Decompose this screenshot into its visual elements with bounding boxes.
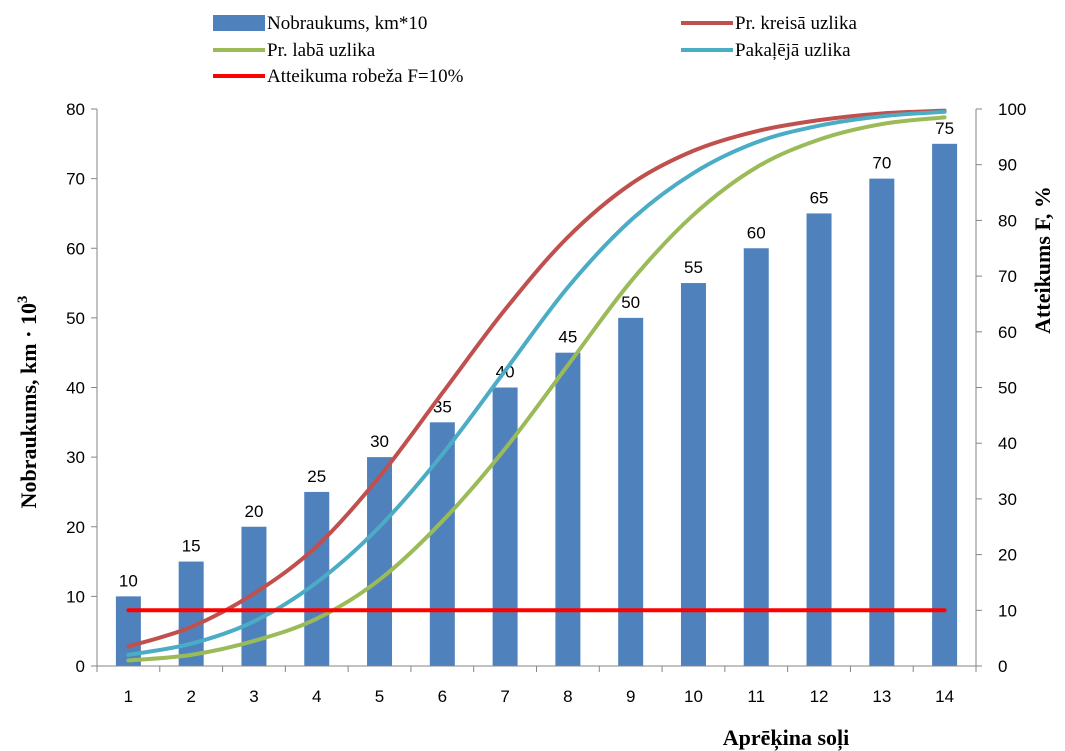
legend-item-2: Pr. kreisā uzlika — [681, 13, 857, 34]
bar-value-label-13: 70 — [872, 154, 891, 173]
bar-13 — [869, 178, 895, 666]
x-tick-label: 3 — [249, 687, 258, 706]
x-tick-label: 7 — [500, 687, 509, 706]
bar-7 — [492, 387, 518, 666]
bar-11 — [743, 248, 769, 666]
bar-value-label-14: 75 — [935, 119, 954, 138]
series-line-1 — [126, 108, 947, 649]
y2-tick-label: 100 — [998, 100, 1026, 119]
bar-value-label-8: 45 — [558, 328, 577, 347]
x-tick-label: 11 — [747, 687, 765, 706]
bar-5 — [367, 457, 393, 666]
y-tick-label: 20 — [66, 518, 85, 537]
bar-series — [115, 143, 958, 666]
legend-label: Atteikuma robeža F=10% — [267, 66, 464, 87]
y2-tick-label: 90 — [998, 156, 1017, 175]
y2-tick-label: 60 — [998, 323, 1017, 342]
bar-value-label-1: 10 — [119, 571, 138, 590]
x-axis-title: Aprēķina soļi — [723, 725, 850, 751]
bar-6 — [429, 422, 455, 666]
y-tick-label: 30 — [66, 448, 85, 467]
y2-axis-title: Atteikums F, % — [1030, 186, 1055, 334]
y-tick-label: 50 — [66, 309, 85, 328]
x-tick-label: 14 — [935, 687, 954, 706]
x-tick-label: 4 — [312, 687, 321, 706]
legend-label: Pr. kreisā uzlika — [735, 13, 857, 34]
x-tick-label: 1 — [124, 687, 133, 706]
y-tick-label: 80 — [66, 100, 85, 119]
bar-4 — [304, 491, 330, 666]
x-tick-label: 2 — [186, 687, 195, 706]
bar-value-label-4: 25 — [307, 467, 326, 486]
y-tick-label: 10 — [66, 587, 85, 606]
bar-value-label-2: 15 — [182, 537, 201, 556]
legend-item-5: Atteikuma robeža F=10% — [213, 66, 464, 87]
bar-value-label-3: 20 — [245, 502, 264, 521]
y2-tick-label: 70 — [998, 267, 1017, 286]
legend-item-4: Pakaļējā uzlika — [681, 40, 851, 61]
legend: Nobraukums, km*10 Pr. kreisā uzlika Pr. la… — [213, 13, 857, 87]
x-tick-label: 5 — [375, 687, 384, 706]
bar-10 — [680, 283, 706, 666]
legend-item-1: Nobraukums, km*10 — [213, 13, 427, 34]
bar-8 — [555, 352, 581, 666]
legend-label: Pakaļējā uzlika — [735, 40, 851, 61]
y-tick-label: 60 — [66, 239, 85, 258]
legend-label: Nobraukums, km*10 — [267, 13, 427, 34]
y-axis-title-text: Nobraukums, km · 10 — [16, 303, 41, 508]
bar-9 — [618, 317, 644, 666]
x-tick-label: 9 — [626, 687, 635, 706]
y-axis-title: Nobraukums, km · 103 — [15, 296, 41, 509]
x-tick-label: 12 — [810, 687, 829, 706]
legend-swatch — [213, 15, 265, 31]
y-tick-label: 0 — [76, 657, 85, 676]
bar-2 — [178, 561, 204, 666]
x-tick-label: 13 — [872, 687, 891, 706]
y-axis-title-superscript: 3 — [15, 296, 31, 304]
x-tick-label: 8 — [563, 687, 572, 706]
y-tick-label: 70 — [66, 170, 85, 189]
y2-tick-label: 40 — [998, 434, 1017, 453]
bar-value-label-11: 60 — [747, 223, 766, 242]
y2-tick-label: 0 — [998, 657, 1007, 676]
bar-12 — [806, 213, 832, 666]
series-line-2 — [126, 115, 947, 663]
bar-value-label-12: 65 — [810, 188, 829, 207]
legend-label: Pr. labā uzlika — [267, 40, 376, 61]
line-series — [126, 108, 947, 663]
bar-value-label-9: 50 — [621, 293, 640, 312]
y2-tick-label: 30 — [998, 490, 1017, 509]
bar-value-label-10: 55 — [684, 258, 703, 277]
y2-tick-label: 80 — [998, 211, 1017, 230]
x-tick-label: 6 — [438, 687, 447, 706]
y2-tick-label: 10 — [998, 601, 1017, 620]
bar-14 — [932, 143, 958, 666]
bar-value-label-5: 30 — [370, 432, 389, 451]
x-tick-label: 10 — [684, 687, 703, 706]
y2-tick-label: 20 — [998, 546, 1017, 565]
y-tick-label: 40 — [66, 379, 85, 398]
y2-tick-label: 50 — [998, 379, 1017, 398]
legend-item-3: Pr. labā uzlika — [213, 40, 376, 61]
axes: 0 10 20 30 40 50 60 70 80 0 10 20 30 40 50 60 70 80 90 100 1… — [66, 100, 1026, 706]
